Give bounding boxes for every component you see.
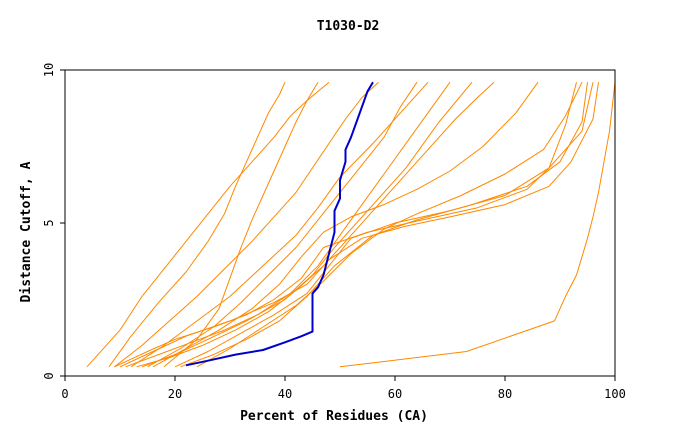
x-tick-label: 40 — [278, 387, 292, 401]
highlighted-series-line — [185, 81, 374, 367]
x-tick-label: 20 — [168, 387, 182, 401]
series-line-16 — [180, 82, 588, 368]
series-line-9 — [108, 81, 286, 368]
y-axis-label: Distance Cutoff, A — [19, 161, 34, 302]
series-line-4 — [119, 82, 599, 368]
series-line-14 — [147, 81, 418, 368]
y-tick-label: 10 — [42, 63, 56, 77]
series-line-3 — [114, 82, 577, 368]
series-line-6 — [141, 81, 473, 368]
series-line-12 — [136, 81, 495, 368]
plot-lines — [86, 81, 616, 368]
series-line-11 — [174, 82, 594, 368]
chart-title: T1030-D2 — [317, 19, 380, 34]
series-line-13 — [196, 81, 583, 368]
series-line-8 — [152, 81, 539, 368]
x-tick-label: 60 — [388, 387, 402, 401]
series-line-5 — [130, 81, 429, 368]
series-line-1 — [339, 82, 616, 368]
x-tick-label: 80 — [498, 387, 512, 401]
series-line-15 — [114, 81, 379, 368]
y-tick-label: 0 — [42, 372, 56, 379]
x-axis: 0 20 40 60 80 100 — [61, 376, 626, 401]
y-axis: 0 5 10 — [42, 63, 65, 380]
series-line-10 — [125, 81, 451, 368]
series-line-7 — [163, 81, 319, 368]
x-axis-label: Percent of Residues (CA) — [240, 409, 428, 424]
x-tick-label: 0 — [61, 387, 68, 401]
y-tick-label: 5 — [42, 219, 56, 226]
x-tick-label: 100 — [604, 387, 626, 401]
